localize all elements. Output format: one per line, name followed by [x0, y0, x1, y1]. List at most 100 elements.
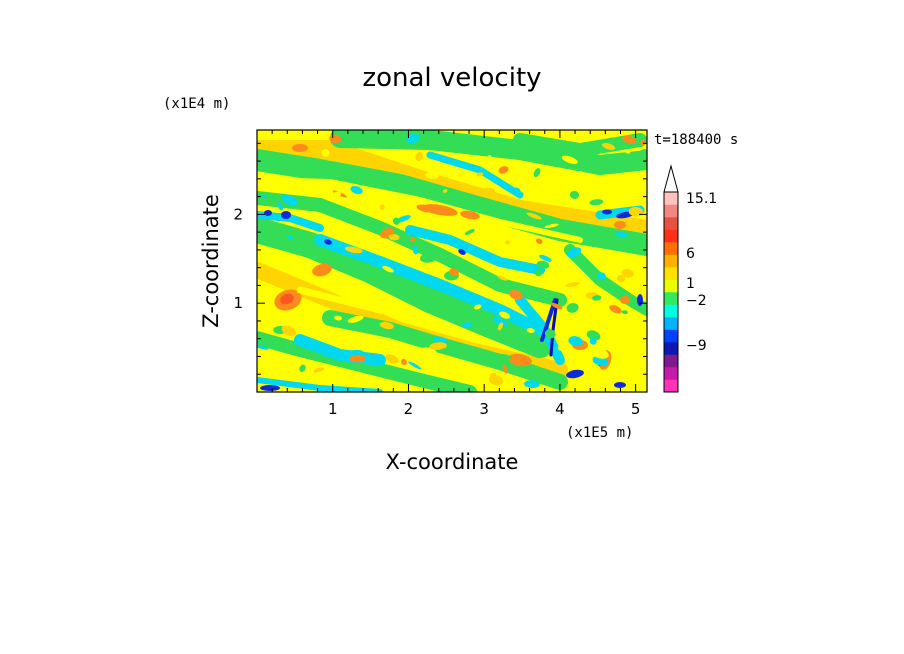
contour-speckle — [461, 322, 473, 329]
contour-speckle — [565, 282, 580, 287]
contour-band-green — [257, 331, 477, 392]
colorbar-level — [664, 229, 678, 243]
colorbar-level — [664, 192, 678, 205]
colorbar-level — [664, 342, 678, 355]
contour-speckle — [388, 233, 400, 241]
contour-speckle — [512, 187, 521, 192]
contour-speckle — [597, 272, 606, 280]
contour-speckle — [385, 354, 399, 364]
hotspot-orange — [422, 204, 458, 216]
streak-blue — [549, 298, 559, 357]
contour-speckle — [586, 330, 601, 341]
colorbar-extend-max — [663, 164, 679, 193]
pocket-blue — [614, 382, 626, 388]
colorbar-level — [664, 254, 678, 268]
contour-speckle — [410, 237, 416, 242]
contour-speckle — [589, 337, 597, 345]
x-tick-label: 1 — [328, 400, 338, 418]
colorbar-label-4: −2 — [686, 293, 707, 309]
contour-band-cyan — [314, 234, 546, 336]
hotspot-orange — [292, 144, 308, 152]
hotspot-orange — [460, 210, 480, 220]
pocket-blue — [602, 209, 612, 215]
contour-speckle — [453, 172, 464, 178]
contour-speckle — [299, 364, 306, 373]
contour-speckle — [550, 302, 563, 310]
y-tick-label: 2 — [233, 205, 243, 223]
pocket-blue — [458, 249, 466, 255]
contour-speckle — [348, 349, 364, 356]
contour-speckle — [478, 187, 495, 197]
x-tick-label: 3 — [479, 400, 489, 418]
contour-band-cyan — [257, 377, 383, 392]
contour-speckle — [314, 143, 325, 150]
contour-speckle — [476, 172, 484, 177]
contour-speckle — [526, 328, 535, 333]
colorbar-level — [664, 329, 678, 343]
chart-title: zonal velocity — [362, 63, 541, 93]
contour-speckle — [617, 274, 626, 283]
streak-blue — [540, 298, 557, 342]
contour-speckle — [420, 252, 438, 263]
contour-speckle — [593, 158, 603, 168]
contour-band-cyan — [405, 225, 545, 275]
pocket-blue — [264, 210, 272, 216]
contour-speckle — [464, 229, 475, 236]
colorbar-level — [664, 279, 678, 293]
colorbar-level — [664, 304, 678, 318]
axes: 1 2 3 4 5 1 2 — [233, 130, 647, 418]
contour-speckle — [509, 290, 523, 300]
heatmap-field — [257, 130, 647, 392]
colorbar-label-1: 15.1 — [686, 191, 717, 207]
colorbar-labels: 15.1 6 1 −2 −9 — [686, 191, 717, 354]
contour-speckle — [358, 262, 375, 272]
colorbar-level — [664, 292, 678, 305]
contour-speckle — [349, 354, 366, 363]
x-tick-label: 4 — [555, 400, 565, 418]
contour-speckle — [281, 325, 297, 337]
contour-speckle — [561, 155, 578, 164]
hotspot-orange — [312, 263, 332, 277]
contour-speckle — [524, 380, 540, 389]
y-scale-note: (x1E4 m) — [163, 96, 230, 112]
contour-speckle — [614, 232, 629, 238]
colorbar-level — [664, 217, 678, 230]
colorbar-level — [664, 242, 678, 255]
contour-speckle — [602, 143, 616, 150]
contour-speckle — [473, 304, 482, 310]
contour-speckle — [331, 191, 342, 199]
contour-speckle — [347, 315, 364, 323]
contour-speckle — [301, 182, 312, 188]
contour-speckle — [401, 358, 407, 366]
contour-speckle — [379, 321, 394, 330]
contour-speckle — [287, 234, 293, 240]
contour-speckle — [568, 336, 583, 347]
contour-band-yellow — [296, 286, 484, 344]
contour-band-green — [257, 149, 647, 256]
contour-speckle — [449, 268, 459, 277]
colorbar — [663, 164, 679, 393]
contour-speckle — [498, 166, 509, 174]
contour-speckle — [408, 361, 422, 370]
contour-speckle — [425, 172, 439, 179]
x-tick-label: 2 — [404, 400, 414, 418]
colorbar-level — [664, 267, 678, 280]
contour-speckle — [271, 165, 277, 170]
pocket-blue — [260, 385, 280, 391]
contour-band-cyan — [426, 151, 524, 199]
contour-speckle — [539, 254, 552, 262]
contour-speckle — [433, 336, 448, 344]
colorbar-level — [664, 379, 678, 393]
contour-speckle — [609, 305, 622, 314]
contour-speckle — [321, 149, 330, 157]
contour-speckle — [624, 149, 631, 154]
contour-band-yellow — [257, 177, 583, 243]
contour-speckle — [499, 311, 510, 319]
contour-speckle — [589, 199, 604, 206]
contour-speckle — [591, 348, 609, 359]
contour-speckle — [621, 135, 637, 144]
contour-speckle — [502, 364, 508, 374]
contour-speckle — [536, 260, 550, 269]
contour-speckle — [379, 204, 385, 211]
contour-speckle — [526, 212, 542, 220]
